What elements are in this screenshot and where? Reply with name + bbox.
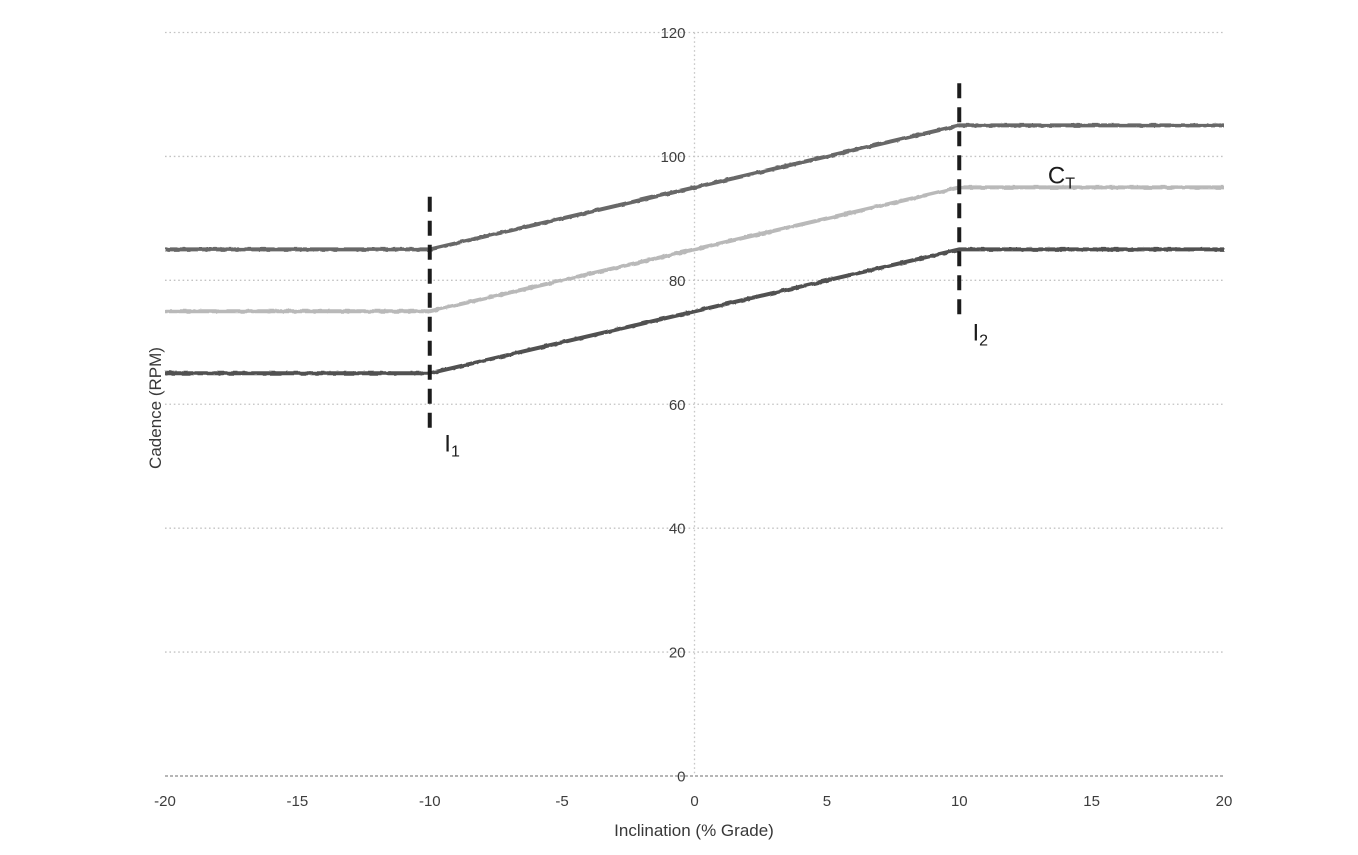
y-tick-label-60: 60 [669, 397, 686, 414]
x-tick-label--5: -5 [555, 793, 568, 810]
x-tick-label-0: 0 [690, 793, 698, 810]
y-tick-label-100: 100 [660, 149, 685, 166]
x-tick-label--15: -15 [287, 793, 309, 810]
annotation-label-CT: CT [1048, 163, 1075, 193]
annotation-label-I2: I2 [973, 319, 989, 349]
x-tick-label-10: 10 [951, 793, 968, 810]
annotation-subscript-CT: T [1065, 176, 1075, 193]
series-line-target-cadence [165, 185, 1224, 314]
x-tick-label--20: -20 [154, 793, 176, 810]
annotation-subscript-I1: 1 [451, 443, 460, 460]
y-tick-label-80: 80 [669, 273, 686, 290]
y-tick-label-120: 120 [660, 25, 685, 42]
annotation-subscript-I2: 2 [979, 332, 988, 349]
x-tick-label--10: -10 [419, 793, 441, 810]
x-tick-label-5: 5 [823, 793, 831, 810]
y-tick-label-0: 0 [677, 769, 685, 786]
x-tick-label-15: 15 [1083, 793, 1100, 810]
x-axis-title: Inclination (% Grade) [614, 821, 774, 840]
y-tick-label-20: 20 [669, 645, 686, 662]
series-line-upper-cadence-bound [165, 123, 1224, 252]
y-tick-label-40: 40 [669, 521, 686, 538]
y-axis-title: Cadence (RPM) [146, 347, 165, 469]
plot-area: I1 I2 CT 0 20 40 60 80 100 120 -20 -15 -10 -5 0 5 10 15 20 [154, 25, 1232, 810]
series-line-lower-cadence-bound [165, 247, 1224, 376]
x-tick-label-20: 20 [1216, 793, 1233, 810]
annotation-label-I1: I1 [444, 430, 460, 460]
